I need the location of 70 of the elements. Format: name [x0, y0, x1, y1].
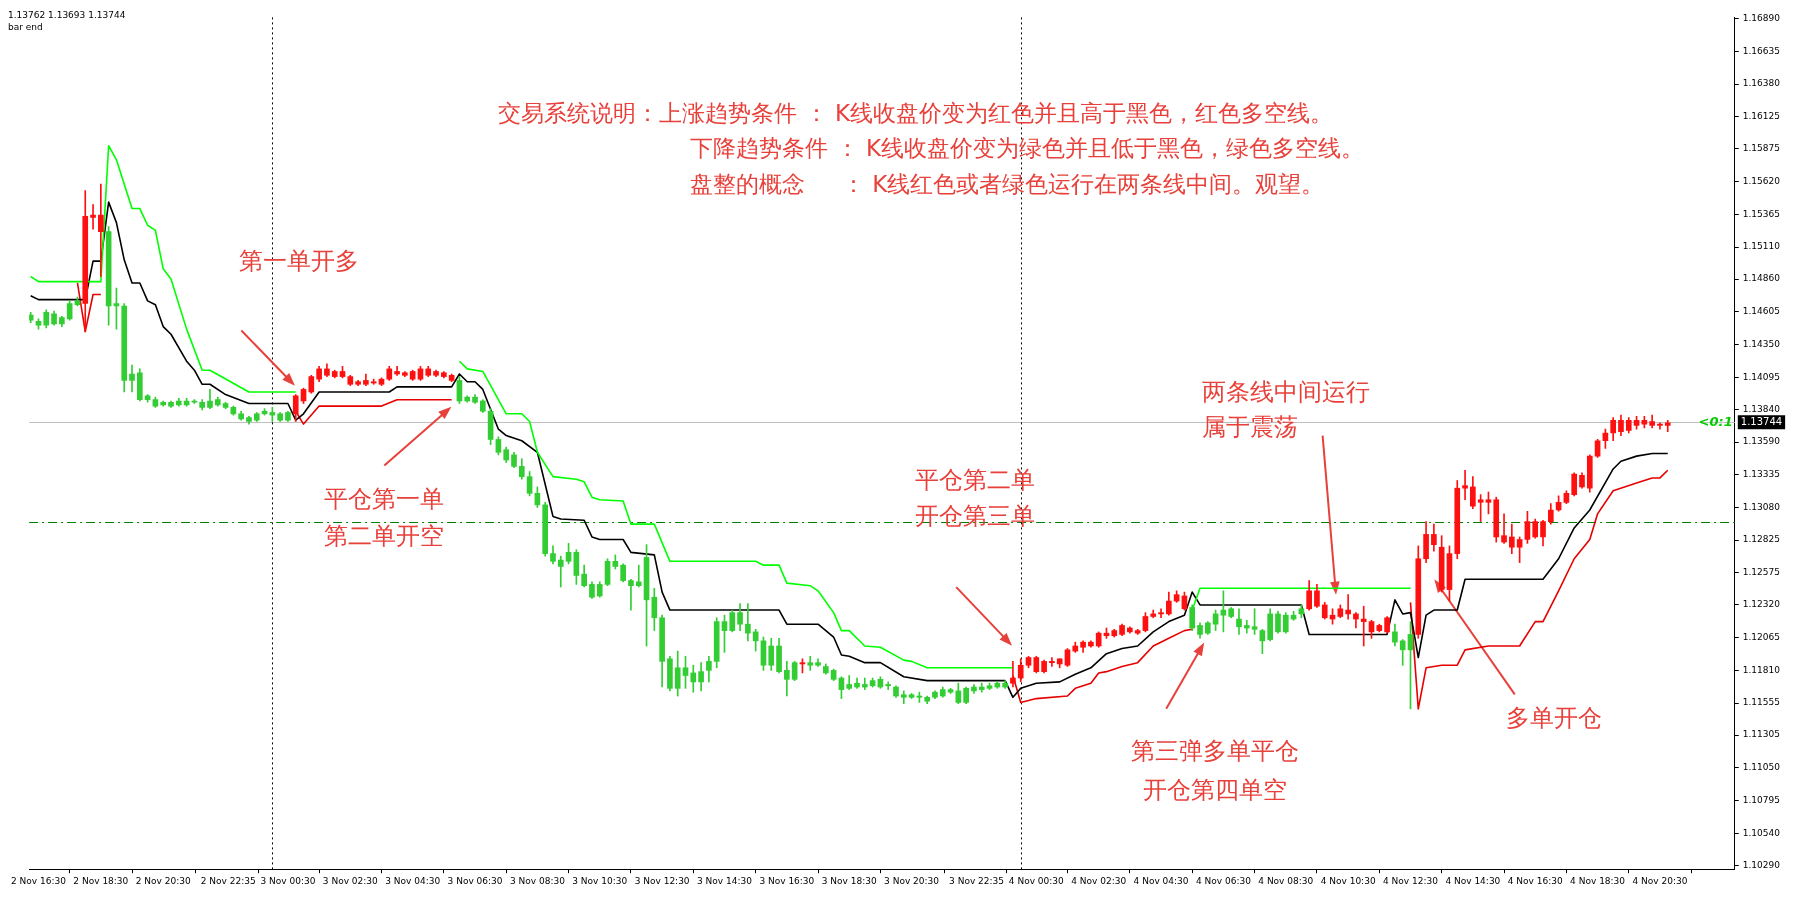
- annotation: <0:1: [1698, 413, 1733, 429]
- y-tick-label: 1.13840: [1742, 404, 1781, 415]
- y-tick-label: 1.10290: [1742, 859, 1781, 870]
- x-tick-label: 2 Nov 18:30: [73, 875, 129, 886]
- annotation: 平仓第一单: [324, 485, 445, 514]
- y-tick-label: 1.12575: [1742, 566, 1780, 577]
- annotation: 下降趋势条件 ： K线收盘价变为绿色并且低于黑色，绿色多空线。: [690, 135, 1365, 162]
- y-tick-label: 1.12320: [1742, 599, 1781, 610]
- y-tick-label: 1.14860: [1742, 273, 1781, 284]
- y-tick-label: 1.13590: [1742, 436, 1781, 447]
- y-tick-label: 1.11305: [1742, 729, 1780, 740]
- x-tick-label: 3 Nov 14:30: [697, 875, 753, 886]
- x-tick-label: 4 Nov 00:30: [1008, 875, 1065, 886]
- y-tick-label: 1.16890: [1742, 13, 1781, 24]
- ref-line-label: 1.13744: [1740, 415, 1783, 427]
- annotation: 两条线中间运行: [1201, 377, 1370, 406]
- x-tick-label: 4 Nov 20:30: [1632, 875, 1688, 886]
- y-tick-label: 1.14605: [1742, 306, 1780, 317]
- y-tick-label: 1.14350: [1742, 338, 1781, 349]
- annotation: 开仓第四单空: [1143, 776, 1288, 804]
- annotation: 属于震荡: [1201, 413, 1298, 442]
- y-tick-label: 1.16635: [1742, 45, 1780, 56]
- annotation: 盘整的概念 ： K线红色或者绿色运行在两条线中间。观望。: [690, 170, 1325, 197]
- y-tick-label: 1.11555: [1742, 697, 1780, 708]
- x-tick-label: 3 Nov 00:30: [260, 875, 316, 886]
- x-tick-label: 4 Nov 04:30: [1133, 875, 1189, 886]
- annotation: 第三弹多单平仓: [1131, 737, 1300, 766]
- annotation: 多单开仓: [1505, 704, 1602, 733]
- x-tick-label: 4 Nov 16:30: [1507, 875, 1563, 886]
- x-tick-label: 3 Nov 06:30: [447, 875, 503, 886]
- y-tick-label: 1.10795: [1742, 794, 1780, 805]
- annotation: bar end: [8, 22, 43, 33]
- y-tick-label: 1.15875: [1742, 143, 1780, 154]
- x-tick-label: 4 Nov 02:30: [1071, 875, 1127, 886]
- annotation: 1.13762 1.13693 1.13744: [8, 10, 126, 21]
- y-tick-label: 1.16380: [1742, 78, 1781, 89]
- x-tick-label: 3 Nov 04:30: [385, 875, 441, 886]
- y-tick-label: 1.15365: [1742, 208, 1780, 219]
- annotation: 第二单开空: [324, 521, 445, 550]
- x-tick-label: 2 Nov 22:35: [200, 875, 256, 886]
- x-tick-label: 2 Nov 20:30: [135, 875, 191, 886]
- x-tick-label: 3 Nov 18:30: [821, 875, 877, 886]
- y-tick-label: 1.13080: [1742, 501, 1781, 512]
- y-tick-label: 1.11050: [1742, 762, 1781, 773]
- x-tick-label: 4 Nov 10:30: [1320, 875, 1376, 886]
- annotation: 平仓第二单: [915, 466, 1036, 495]
- x-tick-label: 4 Nov 06:30: [1195, 875, 1252, 886]
- x-tick-label: 3 Nov 22:35: [949, 875, 1005, 886]
- x-tick-label: 4 Nov 14:30: [1445, 875, 1501, 886]
- x-tick-label: 3 Nov 02:30: [322, 875, 379, 886]
- y-tick-label: 1.10540: [1742, 827, 1781, 838]
- annotation: 交易系统说明：上涨趋势条件 ： K线收盘价变为红色并且高于黑色，红色多空线。: [498, 99, 1333, 126]
- y-tick-label: 1.11810: [1742, 664, 1781, 675]
- y-tick-label: 1.12065: [1742, 631, 1780, 642]
- x-tick-label: 3 Nov 08:30: [509, 875, 566, 886]
- y-tick-label: 1.15110: [1742, 241, 1781, 252]
- x-tick-label: 4 Nov 08:30: [1258, 875, 1314, 886]
- y-tick-label: 1.12825: [1742, 534, 1780, 545]
- y-tick-label: 1.14095: [1742, 371, 1780, 382]
- y-tick-label: 1.16125: [1742, 111, 1780, 122]
- x-tick-label: 4 Nov 12:30: [1383, 875, 1439, 886]
- x-tick-label: 2 Nov 16:30: [11, 875, 67, 886]
- x-tick-label: 3 Nov 12:30: [634, 875, 690, 886]
- x-tick-label: 3 Nov 16:30: [759, 875, 815, 886]
- y-tick-label: 1.13335: [1742, 469, 1780, 480]
- x-tick-label: 3 Nov 10:30: [572, 875, 628, 886]
- x-tick-label: 4 Nov 18:30: [1570, 875, 1626, 886]
- annotation: 第一单开多: [239, 247, 360, 276]
- x-tick-label: 3 Nov 20:30: [884, 875, 940, 886]
- y-tick-label: 1.15620: [1742, 175, 1781, 186]
